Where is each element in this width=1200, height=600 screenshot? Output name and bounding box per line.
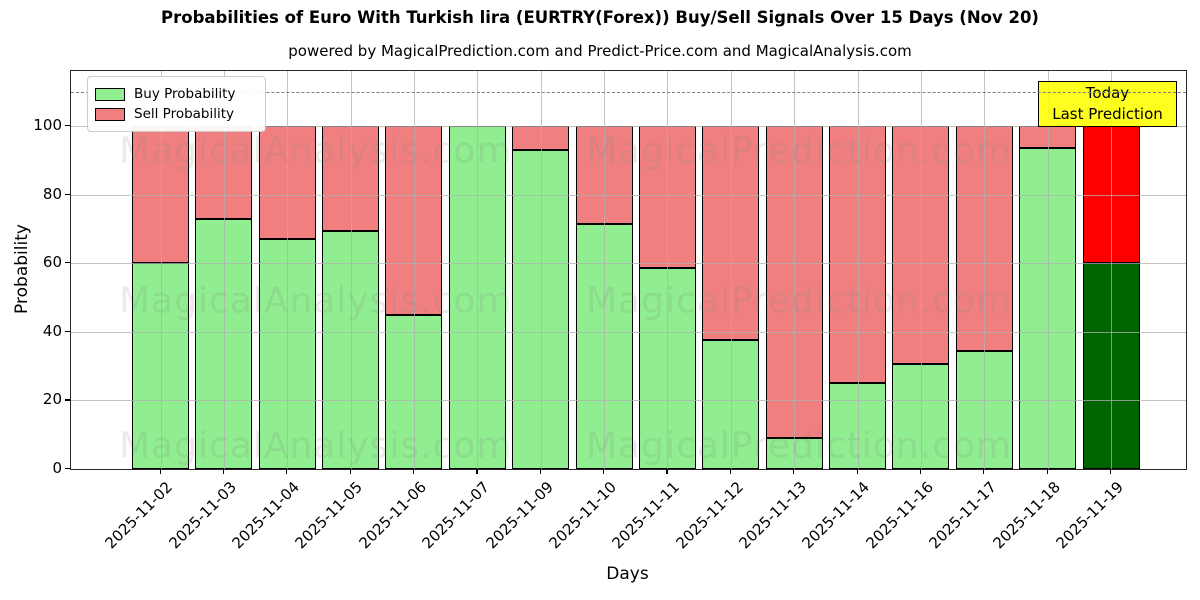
y-tick-label: 60 xyxy=(42,253,62,272)
x-tick-mark xyxy=(286,469,288,474)
x-gridline xyxy=(413,71,415,469)
x-tick-label: 2025-11-09 xyxy=(482,478,557,553)
x-gridline xyxy=(604,71,606,469)
x-tick-mark xyxy=(222,469,225,474)
x-tick-label: 2025-11-16 xyxy=(862,478,937,553)
y-gridline xyxy=(71,194,1186,196)
x-gridline xyxy=(540,71,542,469)
x-tick-mark xyxy=(666,469,668,474)
watermark-text: MagicalPrediction.com xyxy=(586,280,1012,322)
x-gridline xyxy=(223,71,225,469)
x-tick-mark xyxy=(983,469,985,474)
sell-swatch-icon xyxy=(95,107,125,121)
y-tick-label: 20 xyxy=(42,390,62,409)
x-tick-mark xyxy=(159,469,161,474)
buy-swatch-icon xyxy=(95,87,125,101)
y-tick-mark xyxy=(65,262,70,264)
x-gridline xyxy=(667,71,669,469)
x-tick-mark xyxy=(349,469,351,474)
chart-title: Probabilities of Euro With Turkish lira … xyxy=(161,8,1039,27)
x-gridline xyxy=(984,71,986,469)
x-gridline xyxy=(477,71,479,469)
x-tick-mark xyxy=(856,469,858,474)
today-annotation-box: Today Last Prediction xyxy=(1038,81,1177,127)
x-tick-label: 2025-11-04 xyxy=(228,478,303,553)
x-tick-label: 2025-11-18 xyxy=(989,478,1064,553)
x-gridline xyxy=(794,71,796,469)
x-axis-label: Days xyxy=(606,564,649,584)
x-gridline xyxy=(1047,71,1049,469)
annotation-line-1: Today xyxy=(1085,84,1130,102)
watermark-text: MagicalAnalysis.com xyxy=(119,425,513,467)
x-gridline xyxy=(350,71,352,469)
y-tick-label: 100 xyxy=(33,115,62,134)
watermark-text: MagicalAnalysis.com xyxy=(119,280,513,322)
x-gridline xyxy=(160,71,162,469)
watermark-text: MagicalAnalysis.com xyxy=(119,130,513,172)
x-tick-label: 2025-11-05 xyxy=(291,478,367,553)
x-tick-label: 2025-11-17 xyxy=(925,478,1001,553)
watermark-text: MagicalPrediction.com xyxy=(586,130,1012,172)
legend-label-buy: Buy Probability xyxy=(134,86,236,102)
annotation-line-2: Last Prediction xyxy=(1052,105,1163,123)
x-tick-mark xyxy=(1046,469,1048,474)
legend: Buy Probability Sell Probability xyxy=(87,76,266,132)
y-tick-mark xyxy=(65,468,70,470)
y-tick-mark xyxy=(65,193,70,195)
y-gridline xyxy=(71,331,1186,333)
x-tick-label: 2025-11-13 xyxy=(735,478,810,553)
x-tick-mark xyxy=(793,469,795,474)
x-tick-label: 2025-11-10 xyxy=(545,478,620,553)
x-tick-mark xyxy=(412,469,415,474)
x-tick-mark xyxy=(539,469,541,474)
threshold-dashed-line xyxy=(71,91,1186,93)
x-tick-label: 2025-11-07 xyxy=(418,478,494,553)
y-tick-mark xyxy=(65,124,70,127)
watermark-text: MagicalPrediction.com xyxy=(586,425,1012,467)
y-gridline xyxy=(71,400,1186,402)
y-gridline xyxy=(71,125,1186,127)
legend-label-sell: Sell Probability xyxy=(134,106,235,122)
chart-subtitle: powered by MagicalPrediction.com and Pre… xyxy=(288,42,912,60)
x-gridline xyxy=(1111,71,1113,469)
x-gridline xyxy=(730,71,732,469)
y-tick-mark xyxy=(65,399,70,401)
x-tick-mark xyxy=(476,469,478,474)
y-tick-mark xyxy=(65,330,70,332)
x-tick-mark xyxy=(729,469,732,474)
x-tick-label: 2025-11-19 xyxy=(1052,478,1127,553)
y-tick-label: 80 xyxy=(42,184,62,203)
x-tick-mark xyxy=(603,469,605,474)
legend-item-sell: Sell Probability xyxy=(95,104,255,124)
x-tick-label: 2025-11-12 xyxy=(672,478,747,553)
legend-item-buy: Buy Probability xyxy=(95,84,255,104)
x-gridline xyxy=(287,71,289,469)
x-tick-label: 2025-11-14 xyxy=(798,478,874,553)
x-gridline xyxy=(920,71,922,469)
x-tick-mark xyxy=(1110,469,1112,474)
y-tick-label: 40 xyxy=(42,321,62,340)
y-gridline xyxy=(71,263,1186,265)
x-tick-label: 2025-11-02 xyxy=(101,478,177,553)
x-tick-mark xyxy=(919,469,922,474)
x-tick-label: 2025-11-03 xyxy=(165,478,240,553)
x-tick-label: 2025-11-06 xyxy=(355,478,430,553)
y-tick-label: 0 xyxy=(52,459,62,477)
x-gridline xyxy=(857,71,859,469)
x-tick-label: 2025-11-11 xyxy=(608,478,684,553)
plot-area: MagicalAnalysis.com MagicalPrediction.com… xyxy=(70,70,1187,470)
